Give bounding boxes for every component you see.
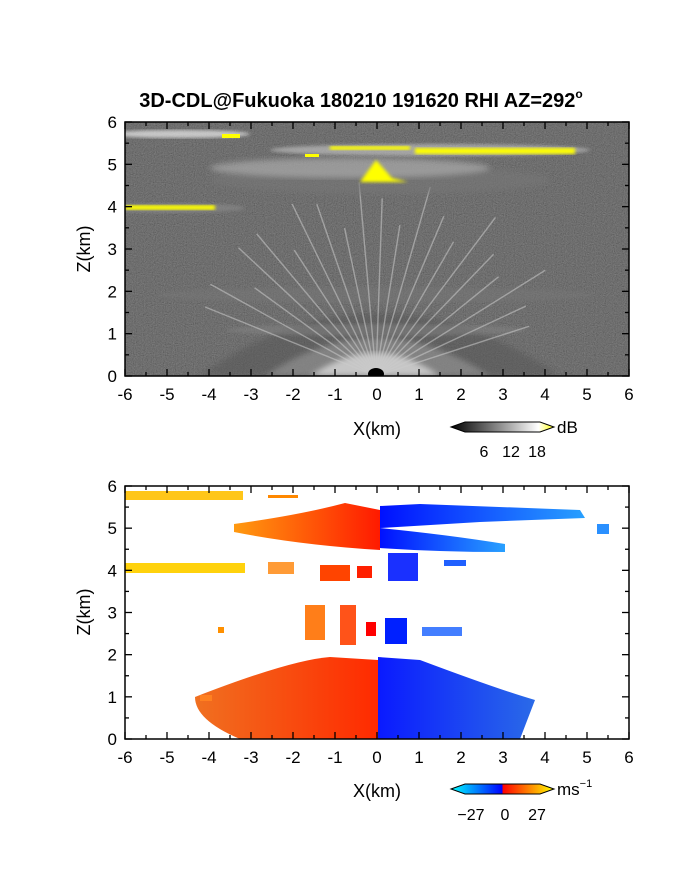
velocity-x-tick-label: -6: [117, 748, 132, 767]
intensity-y-tick-label: 6: [108, 113, 117, 132]
intensity-x-tick-label: -2: [285, 385, 300, 404]
intensity-x-tick-label: 0: [372, 385, 381, 404]
intensity-y-tick-label: 1: [108, 325, 117, 344]
velocity-x-tick-label: -1: [327, 748, 342, 767]
velocity-x-tick-label: -4: [201, 748, 216, 767]
intensity-x-tick-label: -5: [159, 385, 174, 404]
velocity-y-tick-label: 2: [108, 646, 117, 665]
intensity-colorbar-tick-18: 18: [528, 444, 546, 461]
intensity-axes: -6 -5 -4 -3 -2 -1 0 1 2 3 4 5 6 0 1 2 3 4 5 6: [108, 113, 634, 404]
intensity-y-axis-label: Z(km): [74, 226, 94, 273]
velocity-colorbar-tick-0: 0: [501, 807, 510, 824]
intensity-x-tick-label: 3: [498, 385, 507, 404]
velocity-lower-layer: [195, 657, 535, 739]
intensity-x-tick-label: 4: [540, 385, 549, 404]
intensity-x-tick-label: 6: [624, 385, 633, 404]
intensity-x-tick-label: -1: [327, 385, 342, 404]
velocity-colorbar-tick-27: 27: [528, 807, 546, 824]
intensity-y-tick-label: 0: [108, 367, 117, 386]
velocity-colorbar-tick-minus27: −27: [457, 807, 484, 824]
velocity-x-tick-label: 1: [414, 748, 423, 767]
intensity-colorbar-tick-6: 6: [480, 444, 489, 461]
velocity-y-axis-label: Z(km): [74, 589, 94, 636]
velocity-y-tick-label: 5: [108, 519, 117, 538]
intensity-y-tick-label: 3: [108, 240, 117, 259]
velocity-mid-layer: [125, 553, 466, 581]
intensity-x-tick-label: -6: [117, 385, 132, 404]
intensity-colorbar-unit: dB: [557, 418, 578, 437]
velocity-x-tick-label: -3: [243, 748, 258, 767]
intensity-ground-clutter: [156, 182, 596, 376]
intensity-y-tick-label: 4: [108, 198, 117, 217]
velocity-colorbar: ms−1 −27 0 27: [449, 778, 592, 824]
velocity-y-tick-label: 1: [108, 688, 117, 707]
intensity-upper-cloud: [125, 130, 590, 194]
velocity-upper-cloud: [125, 491, 609, 552]
velocity-x-axis-label: X(km): [353, 781, 401, 801]
velocity-y-tick-label: 0: [108, 730, 117, 749]
velocity-panel: -6 -5 -4 -3 -2 -1 0 1 2 3 4 5 6 0 1 2 3 4 5 6 X(km) Z(km) m…: [74, 477, 634, 824]
velocity-x-tick-label: 0: [372, 748, 381, 767]
velocity-x-tick-label: 3: [498, 748, 507, 767]
intensity-mid-layer: [125, 203, 245, 213]
intensity-x-axis-label: X(km): [353, 419, 401, 439]
velocity-axes: -6 -5 -4 -3 -2 -1 0 1 2 3 4 5 6 0 1 2 3 4 5 6: [108, 477, 634, 767]
velocity-y-tick-label: 3: [108, 604, 117, 623]
intensity-y-tick-label: 5: [108, 155, 117, 174]
velocity-x-tick-label: -2: [285, 748, 300, 767]
velocity-x-tick-label: -5: [159, 748, 174, 767]
velocity-y-tick-label: 6: [108, 477, 117, 496]
velocity-x-tick-label: 5: [582, 748, 591, 767]
intensity-x-tick-label: -4: [201, 385, 216, 404]
intensity-y-tick-label: 2: [108, 282, 117, 301]
intensity-x-tick-label: 5: [582, 385, 591, 404]
velocity-colorbar-unit: ms−1: [557, 778, 592, 799]
intensity-colorbar-tick-12: 12: [502, 444, 520, 461]
intensity-x-tick-label: 1: [414, 385, 423, 404]
velocity-x-tick-label: 2: [456, 748, 465, 767]
intensity-x-tick-label: 2: [456, 385, 465, 404]
velocity-scatter-clouds: [218, 605, 462, 645]
intensity-colorbar: dB 6 12 18: [449, 418, 578, 461]
chart-title: 3D-CDL@Fukuoka 180210 191620 RHI AZ=292o: [139, 87, 583, 112]
intensity-x-tick-label: -3: [243, 385, 258, 404]
velocity-x-tick-label: 4: [540, 748, 549, 767]
velocity-x-tick-label: 6: [624, 748, 633, 767]
velocity-y-tick-label: 4: [108, 561, 117, 580]
